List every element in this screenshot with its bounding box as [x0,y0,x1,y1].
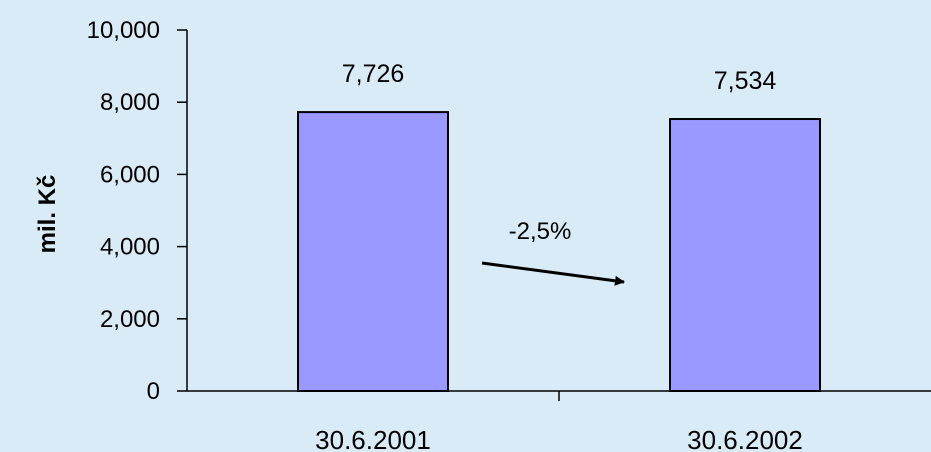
y-tick-label: 6,000 [100,161,160,188]
labels: 0 2,000 4,000 6,000 8,000 10,000 7,726 30.6.200… [87,17,803,452]
y-tick-label: 4,000 [100,234,160,261]
y-axis-label: mil. Kč [34,175,61,254]
bar-value-label: 7,534 [714,67,777,95]
y-tick-label: 10,000 [87,17,160,44]
y-tick-label: 8,000 [100,89,160,116]
x-category-label: 30.6.2002 [687,425,803,452]
x-category-label: 30.6.2001 [315,425,431,452]
bar-value-label: 7,726 [342,60,405,88]
change-annotation: -2,5% [509,218,572,245]
change-arrow [481,261,625,286]
y-tick-label: 2,000 [100,306,160,333]
bars [297,111,821,392]
bar [297,111,449,392]
bar [669,118,821,392]
y-tick-label: 0 [147,378,160,405]
